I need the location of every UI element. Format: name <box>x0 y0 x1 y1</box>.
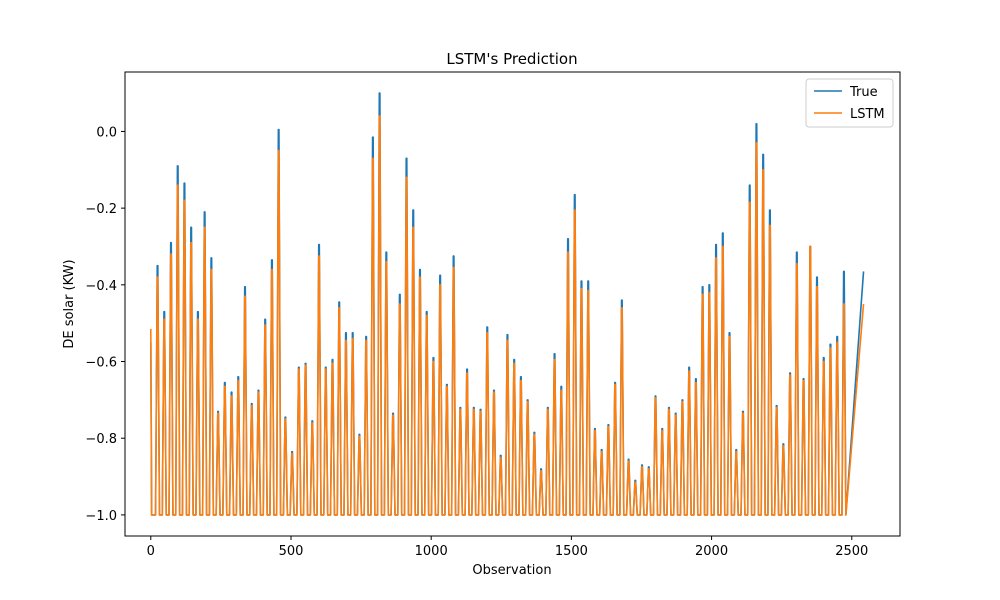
legend: True LSTM <box>805 78 894 128</box>
chart-title: LSTM's Prediction <box>446 50 577 68</box>
plot-area <box>124 71 901 537</box>
x-tick-label: 0 <box>147 544 155 559</box>
y-tick-label: −0.6 <box>85 356 117 371</box>
y-tick-label: −0.8 <box>85 432 117 447</box>
plot-frame <box>124 71 901 537</box>
y-tick-label: −0.2 <box>85 202 117 217</box>
y-tick-label: 0.0 <box>96 125 117 140</box>
legend-label-true: True <box>849 85 878 100</box>
series-layer <box>150 92 865 516</box>
x-axis-label: Observation <box>472 563 551 578</box>
x-tick-label: 2500 <box>835 544 868 559</box>
y-axis-label: DE solar (KW) <box>62 259 77 348</box>
x-tick-label: 1000 <box>415 544 448 559</box>
series-line-lstm <box>150 115 865 516</box>
y-tick-label: −0.4 <box>85 279 117 294</box>
x-tick-label: 2000 <box>695 544 728 559</box>
x-tick-label: 1500 <box>555 544 588 559</box>
legend-label-lstm: LSTM <box>850 107 885 122</box>
y-axis: −1.0 −0.8 −0.6 −0.4 −0.2 0.0 <box>85 125 125 524</box>
x-axis: 0 500 1000 1500 2000 2500 <box>147 536 868 559</box>
x-tick-label: 500 <box>279 544 304 559</box>
y-tick-label: −1.0 <box>85 509 117 524</box>
